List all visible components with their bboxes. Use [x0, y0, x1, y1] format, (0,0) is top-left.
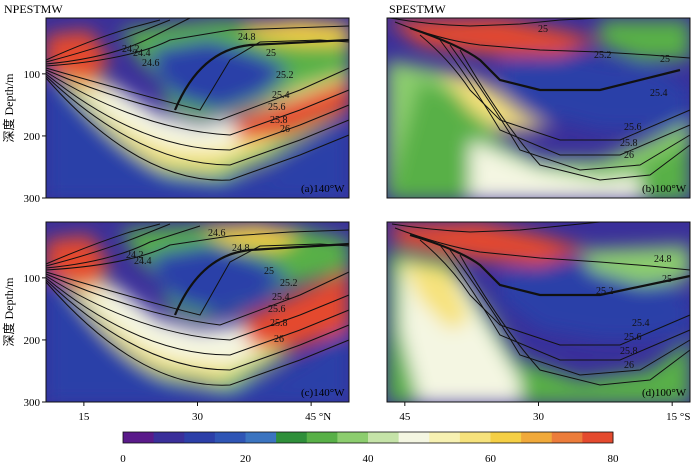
contour-label-b-6: 26 [624, 150, 634, 161]
colorbar-swatch [337, 432, 369, 443]
contour-label-a-7: 25.6 [268, 102, 286, 113]
contour-label-a-6: 25.4 [272, 90, 290, 101]
contour-label-a-2: 24.6 [142, 58, 160, 69]
contour-label-d-0: 24.8 [654, 254, 672, 265]
colorbar-swatch [153, 432, 185, 443]
colorbar-swatch [398, 432, 430, 443]
contour-label-d-6: 26 [624, 360, 634, 371]
contour-label-d-5: 25.8 [620, 346, 638, 357]
colorbar-tick-label: 0 [120, 453, 126, 465]
contour-label-b-1: 25.2 [594, 50, 612, 61]
colorbar-swatch [368, 432, 400, 443]
colorbar-swatch [551, 432, 583, 443]
colorbar-swatch [245, 432, 277, 443]
y-axis-left: 深度 Depth/m 深度 Depth/m 100 200 300 100 200 300 [1, 69, 46, 409]
contour-label-a-3: 24.8 [238, 32, 256, 43]
contour-label-d-2: 25.2 [596, 286, 614, 297]
panel-c-label: (c)140°W [301, 387, 345, 399]
y-tick-label: 200 [24, 131, 41, 143]
title-npestmw: NPESTMW [4, 2, 63, 16]
contour-label-c-5: 25.2 [280, 278, 298, 289]
contour-label-d-1: 25 [662, 274, 672, 285]
colorbar-frame [122, 431, 614, 444]
y-tick-label: 100 [24, 273, 41, 285]
contour-label-b-4: 25.6 [624, 122, 642, 133]
x-tick-label: 30 [533, 411, 545, 423]
contour-label-a-8: 25.8 [270, 115, 288, 126]
panel-d: 24.8 25 25.2 25.4 25.6 25.8 26 (d)100°W [386, 221, 691, 403]
contour-label-b-0: 25 [538, 24, 548, 35]
colorbar-swatch [582, 432, 614, 443]
contour-label-a-9: 26 [280, 124, 290, 135]
contour-label-c-2: 24.6 [208, 228, 226, 239]
x-axis-bottom: 15 30 45 °N 45 30 15 °S [78, 402, 690, 423]
colorbar-tick-label: 80 [608, 453, 620, 465]
y-axis-label-top: 深度 Depth/m [1, 73, 16, 143]
colorbar-swatch [306, 432, 338, 443]
x-tick-label: 15 [78, 411, 90, 423]
y-tick-label: 200 [24, 335, 41, 347]
colorbar-swatch [276, 432, 308, 443]
contour-label-c-8: 25.8 [270, 318, 288, 329]
contour-label-d-4: 25.6 [624, 332, 642, 343]
colorbar-tick-label: 40 [363, 453, 375, 465]
y-tick-label: 300 [24, 397, 41, 409]
contour-label-a-0: 24.2 [122, 44, 140, 55]
colorbar-swatch [214, 432, 246, 443]
colorbar-swatch [521, 432, 553, 443]
colorbar-swatch [123, 432, 155, 443]
contour-label-b-3: 25.4 [650, 88, 668, 99]
colorbar-swatch [184, 432, 216, 443]
x-tick-label: 45 °N [305, 411, 331, 423]
contour-label-c-4: 25 [264, 266, 274, 277]
x-tick-label: 45 [399, 411, 411, 423]
panel-b: 25 25.2 25 25.4 25.6 25.8 26 (b)100°W [386, 17, 691, 199]
colorbar-swatch [429, 432, 461, 443]
panel-d-label: (d)100°W [642, 387, 687, 399]
contour-label-a-4: 25 [266, 48, 276, 59]
panel-c: 24.2 24.4 24.6 24.8 25 25.2 25.4 25.6 25… [45, 221, 350, 403]
panel-a-label: (a)140°W [301, 183, 345, 195]
x-tick-label: 30 [192, 411, 204, 423]
contour-label-b-5: 25.8 [620, 138, 638, 149]
contour-label-d-3: 25.4 [632, 318, 650, 329]
panel-a: 24.2 24.4 24.6 24.8 25 25.2 25.4 25.6 25… [45, 17, 350, 199]
contour-label-c-7: 25.6 [268, 304, 286, 315]
contour-label-b-2: 25 [660, 54, 670, 65]
contour-label-c-0: 24.2 [126, 250, 144, 261]
y-tick-label: 100 [24, 69, 41, 81]
contour-label-a-5: 25.2 [276, 70, 294, 81]
contour-label-c-9: 26 [274, 334, 284, 345]
y-tick-label: 300 [24, 193, 41, 205]
colorbar-tick-label: 20 [240, 453, 252, 465]
contour-label-c-3: 24.8 [232, 243, 250, 254]
panel-b-label: (b)100°W [642, 183, 687, 195]
contour-label-c-1: 24.4 [134, 256, 152, 267]
colorbar-swatch [490, 432, 522, 443]
x-tick-label: 15 °S [666, 411, 690, 423]
title-spestmw: SPESTMW [389, 2, 446, 16]
y-axis-label-bottom: 深度 Depth/m [1, 277, 16, 347]
contour-label-a-1: 24.4 [133, 48, 151, 59]
colorbar-tick-label: 60 [485, 453, 497, 465]
colorbar: 0 20 40 60 80 [120, 431, 620, 465]
colorbar-swatch [459, 432, 491, 443]
contour-label-c-6: 25.4 [272, 292, 290, 303]
